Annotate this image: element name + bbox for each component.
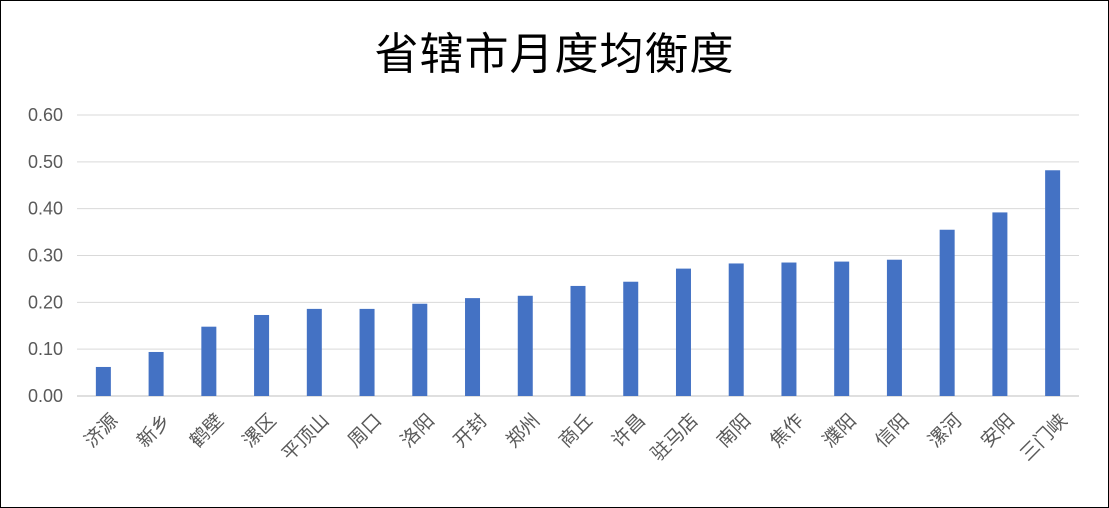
x-category-label: 许昌 (607, 410, 649, 452)
bar (834, 261, 850, 396)
bar (886, 259, 902, 396)
bar (675, 268, 691, 396)
x-category-label: 安阳 (977, 410, 1019, 452)
bar (359, 308, 375, 396)
bar (201, 326, 217, 396)
x-category-label: 郑州 (502, 410, 544, 452)
y-tick-label: 0.50 (28, 152, 63, 172)
x-category-label: 平顶山 (278, 410, 334, 466)
bar (517, 295, 533, 396)
y-axis-ticks: 0.00 0.10 0.20 0.30 0.40 0.50 0.60 (28, 105, 63, 406)
x-category-label: 南阳 (713, 410, 755, 452)
bar (939, 229, 955, 396)
x-category-label: 济源 (80, 410, 122, 452)
y-tick-label: 0.30 (28, 246, 63, 266)
bar (570, 285, 586, 396)
bar (1045, 170, 1061, 396)
x-category-label: 焦作 (766, 410, 808, 452)
x-category-label: 漯河 (924, 410, 966, 452)
y-tick-label: 0.00 (28, 386, 63, 406)
y-tick-label: 0.10 (28, 339, 63, 359)
x-category-label: 新乡 (133, 410, 175, 452)
bar (623, 281, 639, 396)
bar (95, 366, 111, 396)
x-category-label: 驻马店 (647, 410, 703, 466)
x-category-label: 信阳 (871, 410, 913, 452)
x-category-label: 鹤壁 (186, 410, 228, 452)
bars (95, 170, 1061, 396)
y-tick-label: 0.40 (28, 199, 63, 219)
y-tick-label: 0.20 (28, 292, 63, 312)
bar (306, 308, 322, 396)
x-category-label: 商丘 (555, 410, 597, 452)
x-category-label: 濮阳 (818, 410, 860, 452)
bar (781, 262, 797, 396)
bar (254, 314, 270, 396)
bar (148, 351, 164, 396)
x-category-label: 开封 (449, 410, 491, 452)
x-category-label: 漯区 (238, 410, 280, 452)
bar (465, 298, 481, 396)
bar (992, 212, 1008, 396)
x-category-label: 周口 (344, 410, 386, 452)
bar (412, 303, 428, 396)
chart-title: 省辖市月度均衡度 (374, 29, 735, 80)
y-tick-label: 0.60 (28, 105, 63, 125)
bar (728, 263, 744, 396)
x-category-label: 三门峡 (1016, 410, 1072, 466)
x-category-label: 洛阳 (396, 410, 438, 452)
